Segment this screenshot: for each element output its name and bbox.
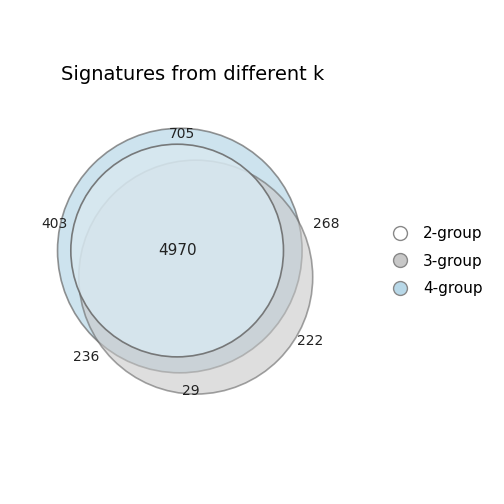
Text: 236: 236 xyxy=(74,350,100,364)
Legend: 2-group, 3-group, 4-group: 2-group, 3-group, 4-group xyxy=(379,220,489,302)
Text: 268: 268 xyxy=(312,217,339,231)
Circle shape xyxy=(71,144,283,357)
Text: 222: 222 xyxy=(297,334,323,348)
Text: 29: 29 xyxy=(181,385,199,399)
Circle shape xyxy=(57,128,302,373)
Text: 4970: 4970 xyxy=(158,243,197,258)
Text: 403: 403 xyxy=(42,217,68,231)
Text: 705: 705 xyxy=(169,127,196,141)
Title: Signatures from different k: Signatures from different k xyxy=(61,65,325,84)
Circle shape xyxy=(79,160,312,394)
